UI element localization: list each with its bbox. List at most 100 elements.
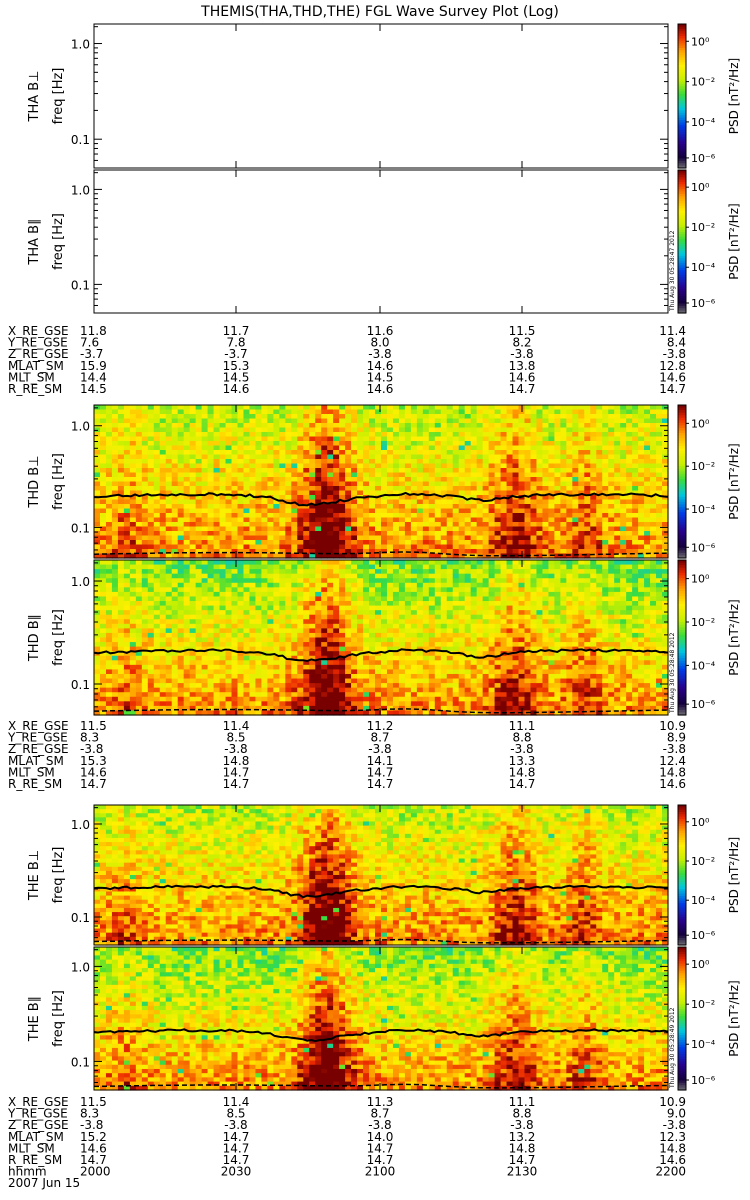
spectrogram-cell [321, 526, 328, 532]
spectrogram-cell [428, 540, 436, 546]
spectrogram-cell [207, 531, 215, 537]
spectrogram-cell [482, 544, 490, 550]
spectrogram-cell [596, 459, 603, 465]
spectrogram-cell [608, 463, 615, 469]
spectrogram-cell [608, 495, 615, 501]
spectrogram-cell [273, 549, 280, 555]
spectrogram-cell [123, 481, 131, 487]
spectrogram-cell [291, 687, 298, 693]
spectrogram-cell [94, 587, 101, 593]
spectrogram-cell [375, 477, 382, 483]
spectrogram-cell [620, 418, 627, 424]
spectrogram-cell [404, 517, 412, 523]
spectrogram-cell [524, 490, 532, 496]
spectrogram-cell [416, 549, 424, 555]
spectrogram-cell [225, 495, 233, 501]
spectrogram-cell [255, 517, 263, 523]
spectrogram-cell [165, 445, 173, 451]
spectrogram-cell [416, 454, 424, 460]
spectrogram-cell [560, 472, 567, 478]
spectrogram-cell [602, 553, 609, 559]
spectrogram-cell [99, 655, 107, 661]
spectrogram-cell [309, 409, 316, 415]
colorbar-swatch [678, 298, 686, 302]
spectrogram-cell [219, 705, 227, 712]
spectrogram-cell [153, 696, 161, 702]
spectrogram-cell [554, 441, 561, 447]
spectrogram-cell [476, 526, 484, 532]
spectrogram-cell [536, 472, 544, 478]
spectrogram-cell [123, 610, 131, 616]
spectrogram-cell [231, 427, 239, 433]
spectrogram-cell [614, 553, 621, 559]
spectrogram-cell [255, 596, 263, 602]
spectrogram-cell [249, 409, 257, 415]
spectrogram-cell [267, 692, 274, 698]
spectrogram-cell [297, 468, 304, 474]
spectrogram-cell [237, 705, 245, 712]
spectrogram-cell [524, 436, 532, 442]
spectrogram-cell [620, 499, 627, 505]
spectrogram-cell [554, 526, 561, 532]
spectrogram-cell [135, 710, 143, 716]
spectrogram-cell [500, 486, 508, 492]
spectrogram-cell [291, 513, 298, 519]
spectrogram-cell [123, 623, 131, 629]
spectrogram-cell [422, 450, 430, 456]
spectrogram-cell [267, 450, 274, 456]
spectrogram-cell [165, 441, 173, 447]
spectrogram-cell [656, 535, 663, 541]
spectrogram-cell [422, 508, 430, 514]
spectrogram-cell [458, 549, 466, 555]
spectrogram-cell [117, 436, 125, 442]
spectrogram-cell [386, 459, 394, 465]
colorbar-swatch [678, 277, 686, 281]
spectrogram-cell [159, 673, 167, 680]
spectrogram-cell [195, 692, 203, 698]
spectrogram-cell [285, 632, 292, 639]
spectrogram-cell [500, 549, 508, 555]
spectrogram-cell [303, 573, 310, 579]
spectrogram-cell [135, 526, 143, 532]
spectrogram-cell [207, 642, 215, 648]
spectrogram-cell [357, 553, 364, 559]
y-tick-label: 1.0 [71, 183, 90, 197]
spectrogram-cell [584, 517, 591, 523]
colorbar-swatch [678, 407, 686, 411]
spectrogram-cell [566, 517, 573, 523]
spectrogram-cell [147, 504, 155, 510]
spectrogram-cell [656, 405, 663, 411]
colorbar-swatch [678, 184, 686, 188]
spectrogram-cell [386, 441, 394, 447]
spectrogram-cell [171, 623, 179, 629]
spectrogram-cell [614, 436, 621, 442]
spectrogram-cell [512, 486, 520, 492]
spectrogram-cell [291, 495, 298, 501]
spectrogram-cell [452, 418, 460, 424]
spectrogram-cell [530, 522, 538, 528]
spectrogram-cell [135, 683, 143, 689]
spectrogram-cell [153, 535, 161, 541]
spectrogram-cell [602, 405, 609, 411]
spectrogram-cell [440, 531, 448, 537]
spectrogram-cell [524, 499, 532, 505]
spectrogram-cell [279, 591, 286, 598]
spectrogram-cell [147, 499, 155, 505]
spectrogram-cell [452, 535, 460, 541]
spectrogram-cell [267, 517, 274, 523]
spectrogram-cell [159, 705, 167, 712]
spectrogram-cell [297, 517, 304, 523]
spectrogram-cell [392, 432, 400, 438]
spectrogram-cell [327, 587, 334, 593]
colorbar-swatch [678, 227, 686, 231]
spectrogram-cell [542, 522, 550, 528]
spectrogram-cell [183, 423, 191, 429]
spectrogram-cell [237, 504, 245, 510]
spectrogram-cell [662, 549, 669, 555]
spectrogram-cell [261, 531, 268, 537]
spectrogram-cell [117, 687, 125, 693]
spectrogram-cell [195, 544, 203, 550]
spectrogram-cell [626, 531, 633, 537]
spectrogram-cell [249, 669, 257, 675]
spectrogram-cell [428, 499, 436, 505]
